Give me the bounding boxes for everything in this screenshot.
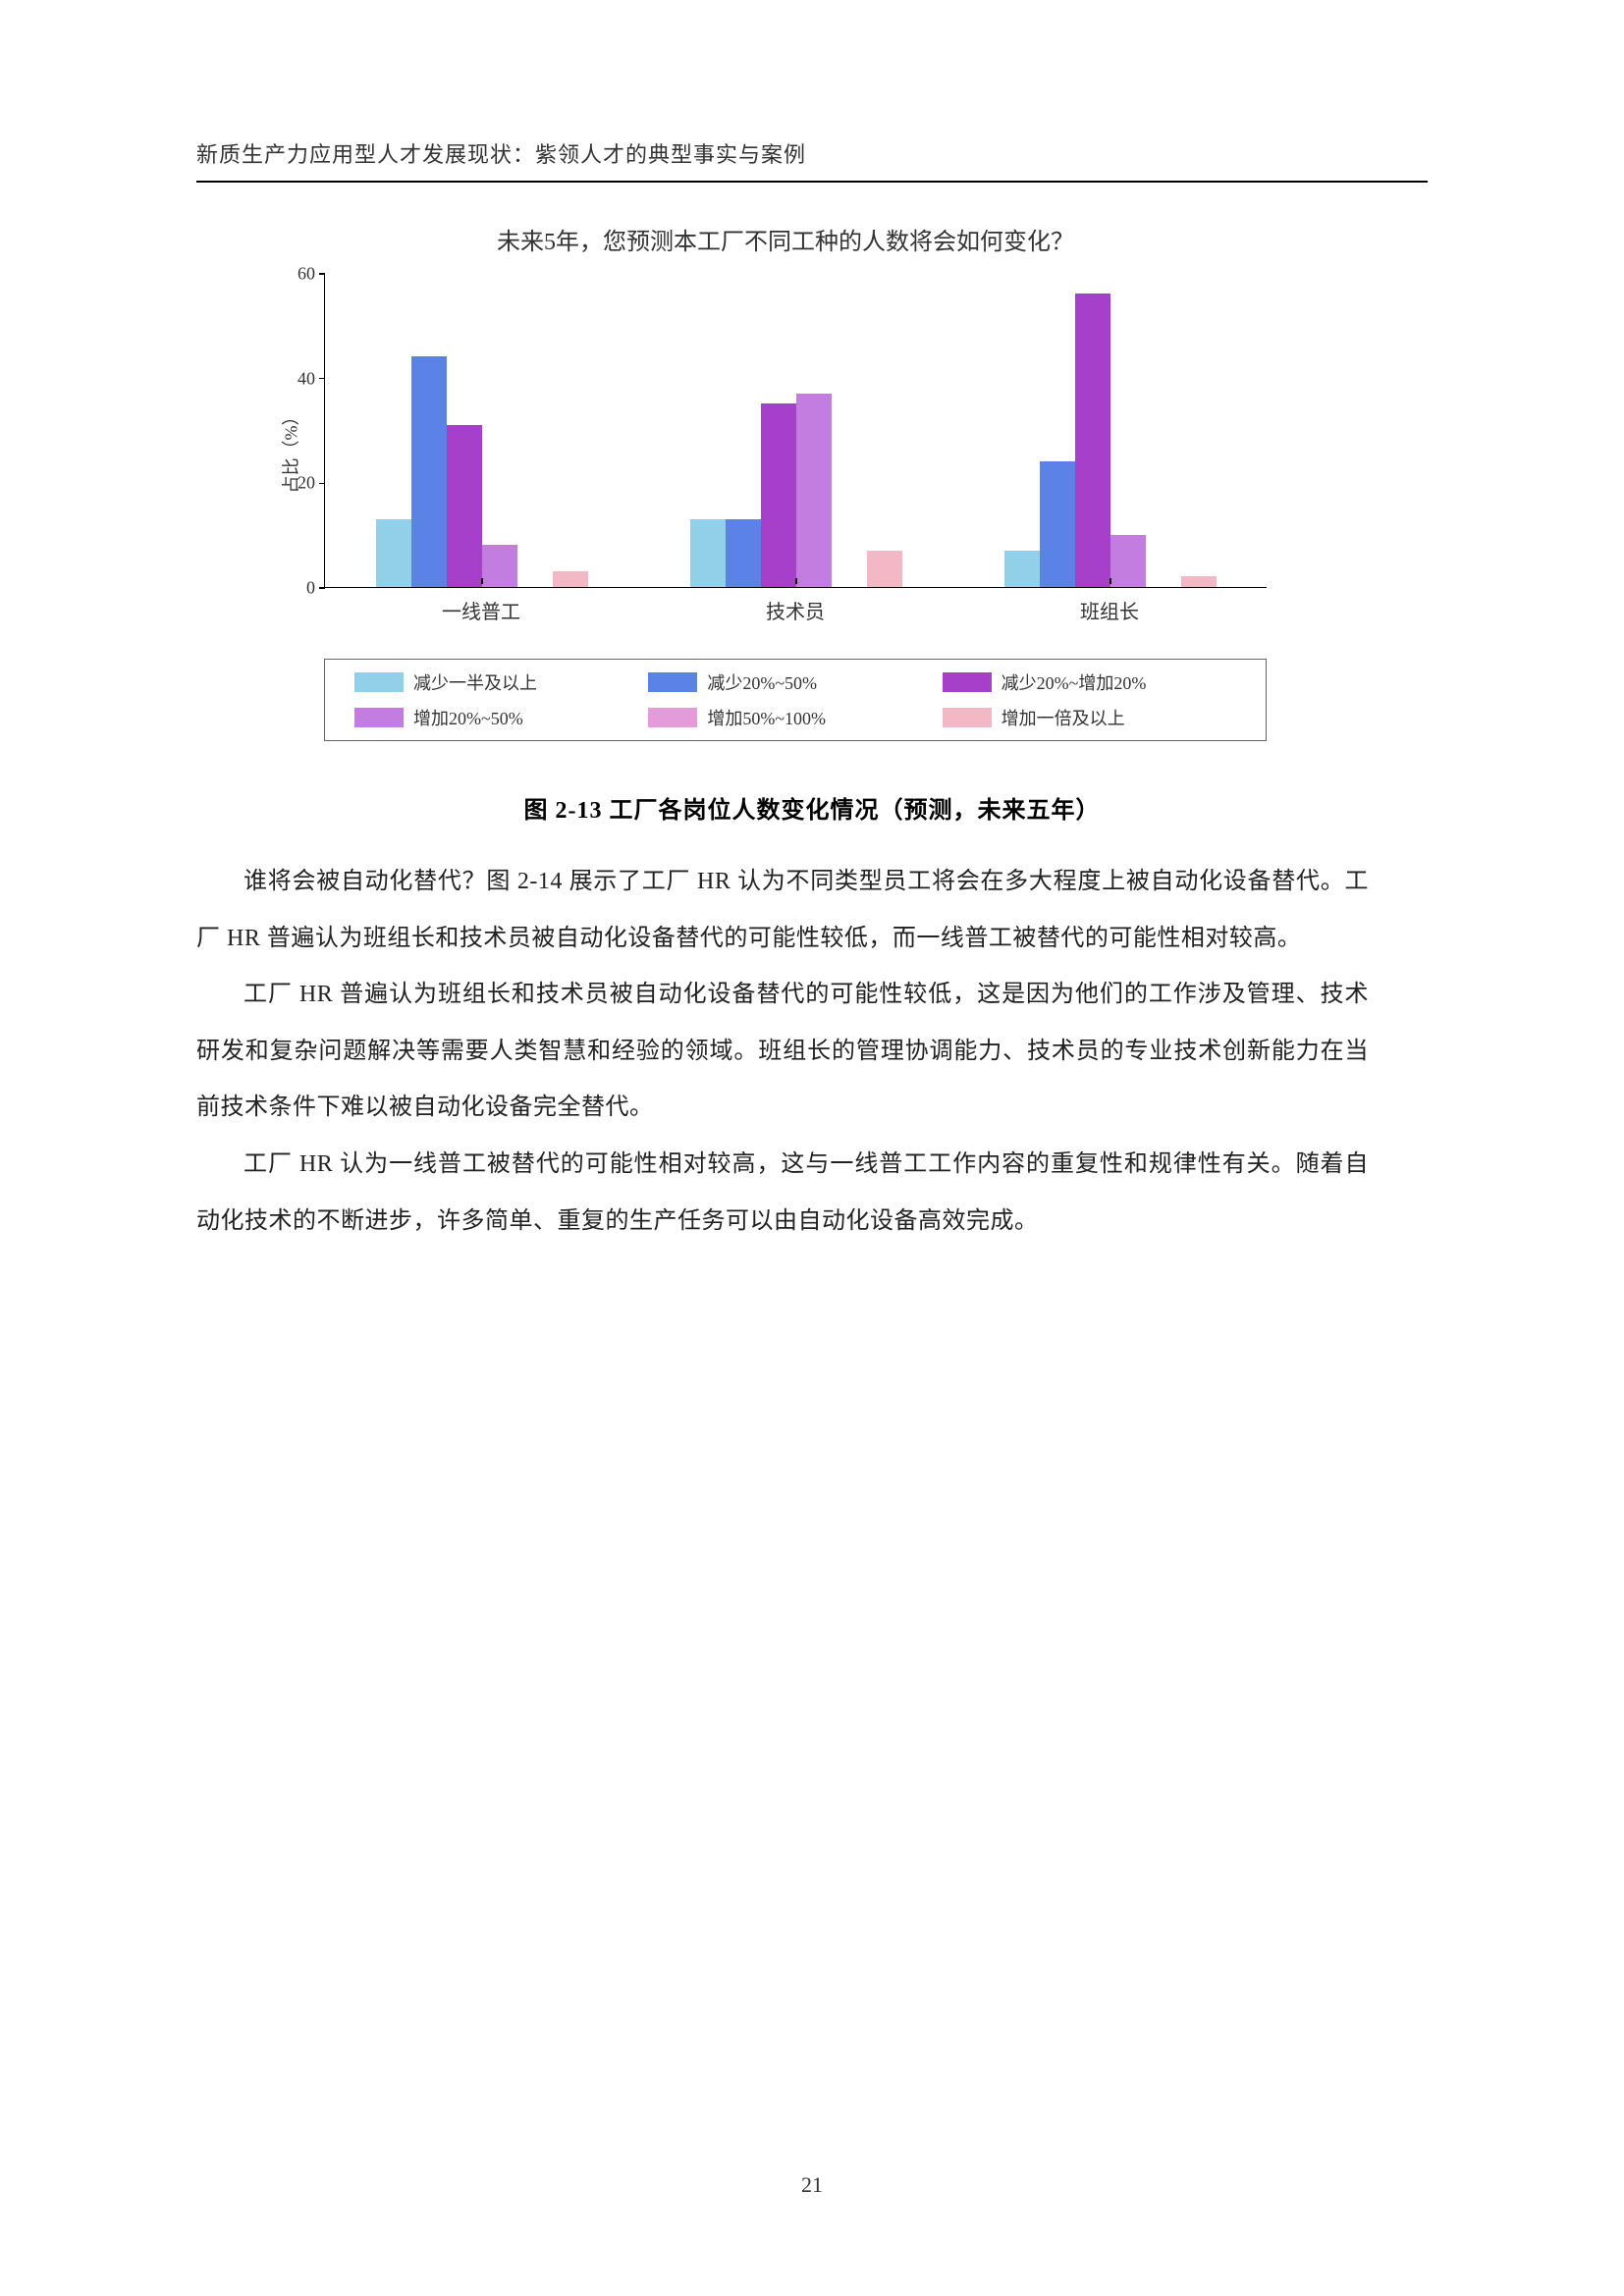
page-number: 21 — [0, 2172, 1624, 2198]
legend-swatch — [354, 708, 404, 727]
x-tick — [481, 578, 483, 584]
bar — [726, 519, 761, 587]
bar — [447, 425, 482, 587]
bar — [1181, 576, 1217, 587]
figure-caption: 图 2-13 工厂各岗位人数变化情况（预测，未来五年） — [196, 790, 1428, 825]
legend-swatch — [648, 708, 697, 727]
bar-group — [690, 274, 902, 587]
bar-group — [376, 274, 588, 587]
legend-label: 减少20%~50% — [707, 669, 817, 695]
body-paragraph: 谁将会被自动化替代？图 2-14 展示了工厂 HR 认为不同类型员工将会在多大程… — [196, 854, 1369, 967]
x-tick-label: 技术员 — [766, 596, 825, 624]
bar — [1110, 535, 1146, 587]
bar — [690, 519, 726, 587]
legend-item: 减少20%~50% — [648, 669, 942, 695]
x-tick-label: 班组长 — [1080, 596, 1139, 624]
bar — [1075, 294, 1110, 587]
legend-label: 增加20%~50% — [413, 705, 523, 730]
bar — [482, 545, 517, 587]
legend-label: 增加50%~100% — [707, 705, 826, 730]
body-text: 谁将会被自动化替代？图 2-14 展示了工厂 HR 认为不同类型员工将会在多大程… — [196, 854, 1428, 1250]
bar — [761, 403, 796, 587]
legend-swatch — [943, 672, 992, 692]
chart-container: 未来5年，您预测本工厂不同工种的人数将会如何变化？ 占比（%） 0204060 … — [275, 222, 1296, 741]
legend-label: 减少20%~增加20% — [1001, 669, 1147, 695]
legend-item: 增加50%~100% — [648, 705, 942, 730]
x-tick-label: 一线普工 — [442, 596, 520, 624]
body-paragraph: 工厂 HR 认为一线普工被替代的可能性相对较高，这与一线普工工作内容的重复性和规… — [196, 1137, 1369, 1250]
bar-group — [1004, 274, 1217, 587]
body-paragraph: 工厂 HR 普遍认为班组长和技术员被自动化设备替代的可能性较低，这是因为他们的工… — [196, 967, 1369, 1137]
bar — [867, 551, 902, 587]
legend-item: 增加20%~50% — [354, 705, 648, 730]
bar — [376, 519, 411, 587]
legend-item: 减少一半及以上 — [354, 669, 648, 695]
x-tick — [1110, 578, 1111, 584]
y-tick-label: 20 — [286, 473, 315, 494]
chart-legend: 减少一半及以上 减少20%~50% 减少20%~增加20% 增加20%~50% 增加50… — [324, 659, 1267, 741]
bar — [1040, 461, 1075, 587]
bar — [411, 356, 447, 587]
legend-swatch — [943, 708, 992, 727]
y-tick-label: 0 — [286, 578, 315, 599]
y-tick — [319, 378, 325, 380]
y-tick-label: 40 — [286, 368, 315, 389]
y-tick-label: 60 — [286, 264, 315, 285]
legend-swatch — [354, 672, 404, 692]
x-tick — [795, 578, 797, 584]
page-header-title: 新质生产力应用型人才发展现状：紫领人才的典型事实与案例 — [196, 137, 1428, 183]
bar-chart: 占比（%） 0204060 一线普工技术员班组长 — [275, 264, 1296, 637]
chart-plot-area: 0204060 — [324, 274, 1267, 588]
y-tick — [319, 273, 325, 275]
bar — [796, 394, 832, 587]
legend-label: 增加一倍及以上 — [1001, 705, 1125, 730]
y-tick — [319, 483, 325, 485]
legend-item: 增加一倍及以上 — [943, 705, 1236, 730]
y-tick — [319, 587, 325, 589]
legend-label: 减少一半及以上 — [413, 669, 537, 695]
bar — [553, 571, 588, 587]
legend-item: 减少20%~增加20% — [943, 669, 1236, 695]
legend-swatch — [648, 672, 697, 692]
bar — [1004, 551, 1040, 587]
chart-title: 未来5年，您预测本工厂不同工种的人数将会如何变化？ — [275, 222, 1296, 256]
